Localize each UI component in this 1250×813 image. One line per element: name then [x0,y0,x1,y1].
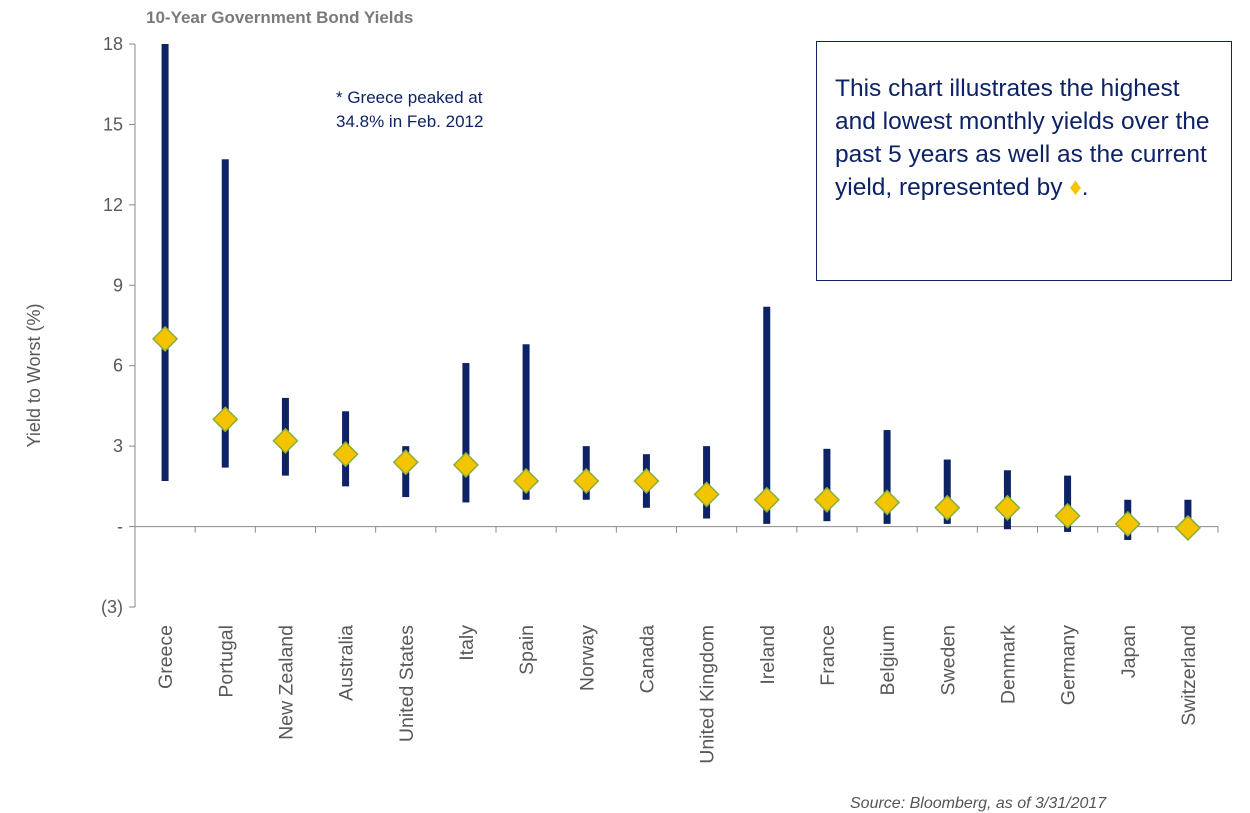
callout-text: This chart illustrates the highest and l… [835,75,1210,201]
current-yield-marker-australia [332,441,359,468]
current-yield-marker-denmark [994,494,1021,521]
x-tick-label: United States [396,625,418,742]
y-tick-label: 15 [103,114,123,134]
x-tick-label: Japan [1118,625,1140,678]
x-tick-label: Spain [516,625,538,675]
y-tick-label: 18 [103,34,123,54]
x-tick-label: New Zealand [275,625,297,740]
chart-explanation-callout: This chart illustrates the highest and l… [816,41,1232,281]
source-note: Source: Bloomberg, as of 3/31/2017 [850,795,1107,812]
chart-axes [129,43,1219,608]
current-yield-marker-portugal [212,406,239,433]
greece-peak-note-line2: 34.8% in Feb. 2012 [336,112,484,131]
x-tick-label: France [817,625,839,686]
x-tick-label: Belgium [877,625,899,695]
current-yield-marker-france [813,486,840,513]
x-tick-label: Portugal [215,625,237,698]
y-axis-title: Yield to Worst (%) [24,303,44,447]
x-tick-label: Australia [336,625,358,701]
current-yield-marker-new-zealand [272,427,299,454]
range-bar-ireland [763,306,771,524]
range-bar-belgium [883,430,891,524]
range-bar-italy [462,363,470,503]
current-yield-marker-belgium [874,489,901,516]
y-tick-label: 3 [113,436,123,456]
range-bar-france [823,448,831,522]
range-bar-sweden [943,459,951,524]
current-yield-marker-italy [452,451,479,478]
range-bar-spain [522,344,530,500]
y-tick-label: (3) [101,597,123,617]
x-tick-label: Germany [1058,625,1080,705]
y-tick-label: 6 [113,356,123,376]
greece-peak-note: * Greece peaked at 34.8% in Feb. 2012 [336,86,483,134]
x-tick-label: Canada [636,625,658,693]
x-tick-label: Italy [456,625,478,661]
current-yield-marker-united-states [392,449,419,476]
diamond-icon: ♦ [1069,174,1082,201]
current-yield-marker-greece [152,325,179,352]
x-tick-label: Ireland [757,625,779,685]
current-yield-marker-germany [1054,502,1081,529]
current-yield-marker-canada [633,467,660,495]
chart-title: 10-Year Government Bond Yields [146,8,414,27]
axis-labels: 18 15 12 9 6 3 - (3) Yield to Worst (%) Greece Por… [24,34,1200,764]
x-tick-label: United Kingdom [697,625,719,764]
range-bar-portugal [221,159,229,468]
current-yield-marker-japan [1114,510,1141,537]
callout-end: . [1081,174,1089,201]
y-tick-label: 12 [103,195,123,215]
greece-peak-note-line1: * Greece peaked at [336,88,483,107]
range-bar-greece [161,44,169,481]
current-yield-marker-sweden [934,494,961,521]
current-yield-marker-ireland [753,486,780,513]
x-tick-label: Norway [576,625,598,691]
x-tick-label: Denmark [997,625,1019,704]
current-yield-marker-united-kingdom [693,481,720,508]
x-tick-label: Switzerland [1178,625,1200,726]
x-tick-label: Greece [155,625,177,689]
y-tick-label: - [117,517,123,537]
x-tick-label: Sweden [937,625,959,695]
current-yield-markers [152,325,1201,541]
current-yield-marker-norway [573,467,600,495]
current-yield-marker-spain [513,467,540,495]
current-yield-marker-switzerland [1174,514,1201,541]
y-tick-label: 9 [113,275,123,295]
